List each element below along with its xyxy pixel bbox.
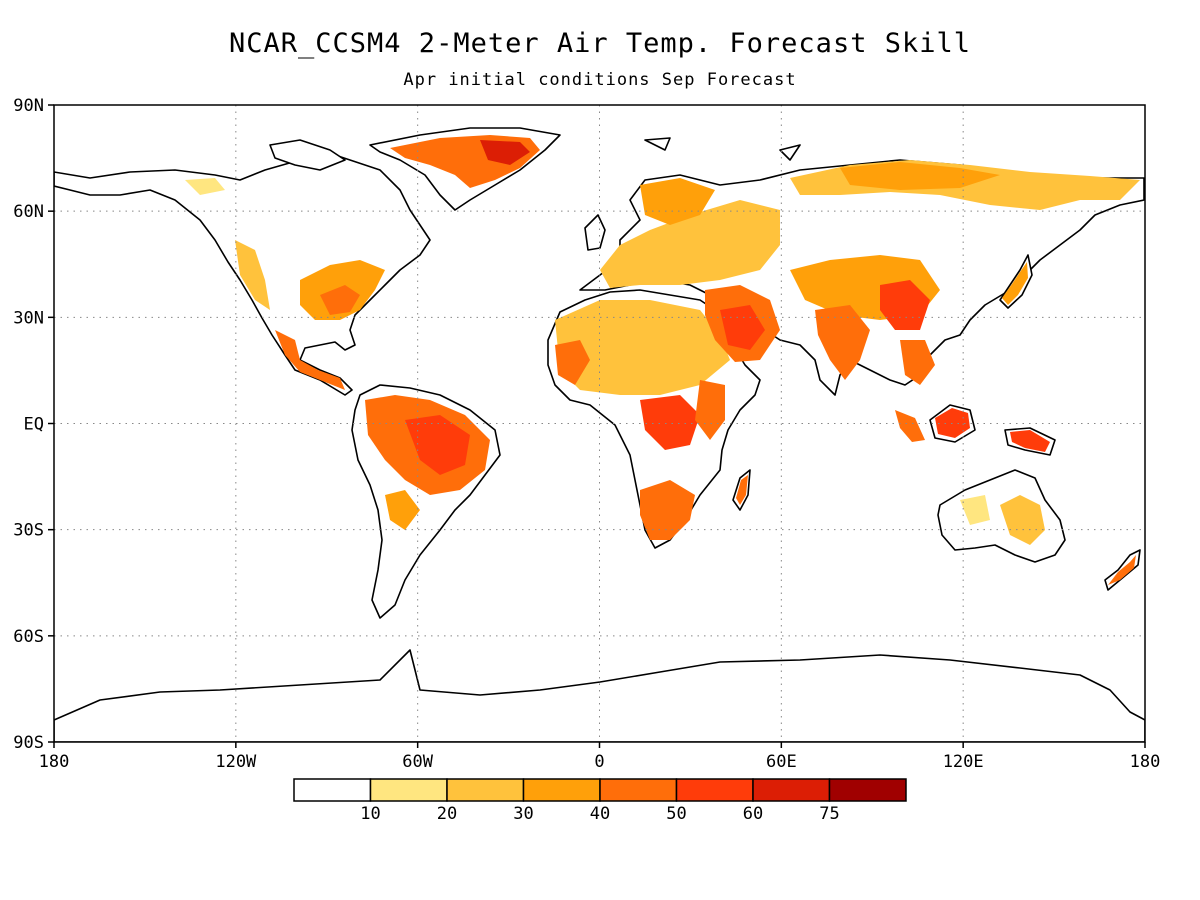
lon-tick-label: 120W	[215, 752, 257, 772]
lat-tick-label: 60S	[13, 627, 44, 647]
colorbar-swatch	[369, 778, 448, 802]
colorbar-swatch	[522, 778, 601, 802]
shade-west-na	[235, 240, 270, 310]
shade-scandinavia	[640, 178, 715, 225]
lat-tick-label: 90S	[13, 733, 44, 753]
colorbar-label: 10	[360, 804, 380, 824]
colorbar-swatch	[293, 778, 372, 802]
land-antarctica	[54, 649, 1145, 742]
shade-new-guinea	[1010, 430, 1050, 452]
colorbar-label: 50	[666, 804, 686, 824]
colorbar-label: 75	[819, 804, 839, 824]
shade-alaska	[185, 178, 225, 195]
lat-tick-label: 30S	[13, 521, 44, 541]
shade-japan	[1002, 262, 1028, 305]
colorbar-swatch	[752, 778, 831, 802]
colorbar: 10 20 30 40 50 60 75	[293, 778, 907, 824]
shade-greenland-core	[480, 140, 530, 165]
shade-new-zealand	[1108, 555, 1136, 585]
shade-east-africa	[695, 380, 725, 440]
grid-lines	[54, 105, 1145, 742]
colorbar-swatch	[675, 778, 754, 802]
colorbar-label: 30	[513, 804, 533, 824]
lon-tick-label: 60W	[402, 752, 433, 772]
colorbar-swatch	[599, 778, 678, 802]
colorbar-swatch	[446, 778, 525, 802]
shade-siberia-core	[840, 162, 1000, 190]
shade-australia-east	[1000, 495, 1045, 545]
lon-tick-label: 0	[594, 752, 604, 772]
lat-tick-label: 30N	[13, 308, 44, 328]
skill-shading	[185, 135, 1140, 585]
shade-amazon-core	[405, 415, 470, 475]
shade-central-africa	[640, 395, 700, 450]
lat-tick-label: EQ	[24, 415, 44, 435]
shade-india	[815, 305, 870, 380]
colorbar-label: 40	[590, 804, 610, 824]
lat-tick-label: 60N	[13, 202, 44, 222]
colorbar-label: 60	[743, 804, 763, 824]
lon-tick-label: 180	[39, 752, 70, 772]
lon-tick-label: 180	[1130, 752, 1161, 772]
colorbar-label: 20	[437, 804, 457, 824]
map-plot-area	[54, 105, 1145, 742]
shade-sahara	[555, 300, 730, 395]
land-arctic-islands	[269, 137, 801, 171]
coastlines	[54, 127, 1145, 742]
shade-west-africa	[555, 340, 590, 385]
lon-tick-label: 60E	[766, 752, 797, 772]
shade-australia-west	[960, 495, 990, 525]
shade-arabia	[720, 305, 765, 350]
shade-se-asia	[900, 340, 935, 385]
shade-madagascar	[736, 475, 748, 505]
colorbar-swatch	[828, 778, 907, 802]
shade-east-us-core	[320, 285, 360, 315]
shade-south-africa	[640, 480, 695, 540]
map-title: NCAR_CCSM4 2-Meter Air Temp. Forecast Sk…	[229, 28, 971, 59]
land-australia	[937, 469, 1066, 563]
shade-sumatra	[895, 410, 925, 442]
shade-mexico	[275, 330, 345, 390]
map-subtitle: Apr initial conditions Sep Forecast	[403, 70, 797, 90]
land-uk	[584, 214, 606, 251]
shade-south-brazil	[385, 490, 420, 530]
lon-tick-label: 120E	[943, 752, 984, 772]
shade-europe	[600, 200, 780, 288]
lat-tick-label: 90N	[13, 96, 44, 116]
